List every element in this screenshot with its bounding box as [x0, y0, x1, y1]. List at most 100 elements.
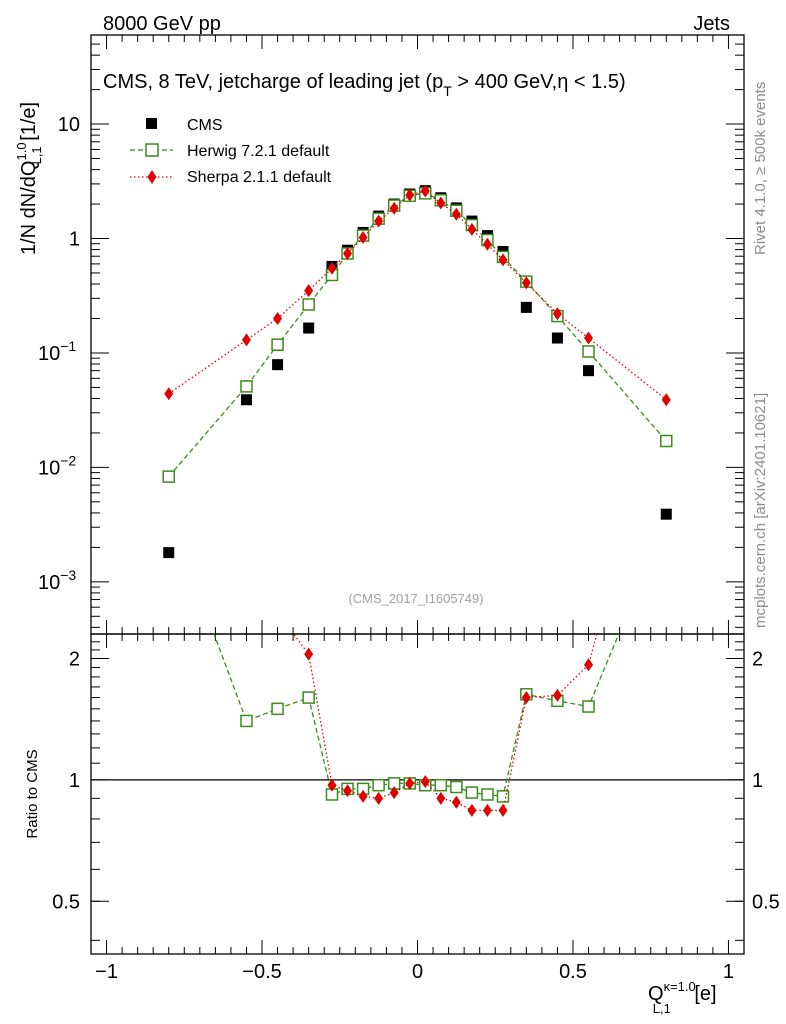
y-axis-label-sub: L,1: [29, 146, 44, 164]
sherpa-ratio-point: [273, 606, 282, 619]
cms-main-point: [303, 322, 315, 334]
analysis-tag: (CMS_2017_I1605749): [348, 591, 483, 606]
herwig-ratio-point: [163, 507, 174, 518]
y-tick-label: 10−1: [38, 338, 76, 365]
herwig-ratio-point: [465, 786, 479, 799]
sherpa-main-point: [420, 184, 430, 198]
sherpa-main-point: [374, 214, 384, 228]
cms-main-point: [272, 359, 284, 371]
y-axis-label-main: 1/N dN/dQ: [18, 161, 40, 255]
y-tick-label-base: 10: [38, 343, 60, 365]
cms-main-point: [660, 508, 672, 520]
legend: CMS Herwig 7.2.1 default Sherpa 2.1.1 de…: [130, 117, 332, 186]
sherpa-ratio-point: [584, 658, 594, 672]
sherpa-ratio-point: [482, 803, 492, 817]
sherpa-ratio-point: [436, 791, 446, 805]
herwig-ratio-point: [271, 702, 284, 716]
sherpa-ratio-point: [304, 647, 314, 661]
herwig-ratio-point: [434, 778, 448, 792]
y-tick-label: 1: [69, 228, 80, 250]
sherpa-ratio-point: [242, 564, 251, 577]
sherpa-ratio-point: [164, 217, 173, 230]
sherpa-ratio-point: [405, 776, 415, 790]
y-axis-label-sup: 1.0: [14, 142, 29, 160]
y-tick-label: 10−2: [38, 452, 76, 479]
legend-sherpa-label: Sherpa 2.1.1 default: [187, 169, 332, 186]
y-tick-label: 10: [58, 114, 80, 136]
x-tick-label: 0: [412, 961, 423, 983]
ratio-tick-label-left: 2: [69, 648, 80, 670]
ratio-axis-label: Ratio to CMS: [24, 749, 41, 838]
sherpa-main-point: [584, 331, 594, 345]
category-label: Jets: [693, 13, 730, 35]
plot-title-main: CMS, 8 TeV, jetcharge of leading jet (p: [103, 71, 443, 93]
ratio-tick-label-right: 0.5: [752, 891, 780, 913]
ratio-plot-frame: [90, 633, 745, 955]
sherpa-ratio-point: [343, 784, 353, 798]
sherpa-main-point: [241, 333, 251, 347]
ratio-tick-label-right: 2: [752, 648, 763, 670]
ratio-tick-label-right: 1: [752, 770, 763, 792]
sherpa-main-point: [327, 261, 337, 275]
herwig-ratio-line: [213, 634, 620, 798]
x-tick-label: −0.5: [242, 961, 281, 983]
x-axis-label-sub: L,1: [653, 1001, 671, 1016]
sherpa-main-point: [451, 207, 461, 221]
legend-cms-marker: [146, 118, 157, 129]
herwig-ratio-point: [496, 790, 510, 803]
herwig-ratio-point: [481, 788, 494, 801]
x-axis-label-sup: κ=1.0: [664, 979, 696, 994]
ratio-tick-label-left: 1: [69, 770, 80, 792]
legend-sherpa-marker: [147, 170, 157, 184]
sherpa-main-point: [482, 237, 492, 251]
ratio-tick-label-left: 0.5: [52, 891, 80, 913]
herwig-main-point: [582, 345, 595, 358]
plot-title: CMS, 8 TeV, jetcharge of leading jet (pT…: [103, 71, 626, 99]
sherpa-main-point: [273, 311, 283, 325]
sherpa-main-point: [436, 196, 446, 210]
legend-cms-label: CMS: [187, 117, 223, 134]
herwig-ratio-point: [372, 778, 385, 792]
x-tick-label: 0.5: [559, 961, 587, 983]
herwig-ratio-point: [450, 780, 463, 794]
mcplots-site-label: mcplots.cern.ch [arXiv:2401.10621]: [752, 393, 769, 628]
herwig-main-point: [240, 380, 253, 393]
marks-layer: [162, 184, 673, 817]
y-tick-label-exp: −2: [60, 452, 76, 468]
x-axis-label: Qκ=1.0 L,1 [e]: [648, 979, 717, 1016]
sherpa-main-point: [405, 188, 415, 202]
sherpa-main-point: [164, 387, 174, 401]
ratio-marks: [163, 217, 620, 817]
sherpa-ratio-line: [292, 634, 598, 812]
y-axis-label-unit: [1/e]: [18, 102, 40, 146]
sherpa-main-point: [661, 393, 671, 407]
plot-title-sub: T: [443, 83, 452, 99]
cms-main-point: [520, 301, 532, 313]
sherpa-main-point: [552, 307, 562, 321]
sherpa-ratio-point: [374, 791, 384, 805]
sherpa-ratio-point: [358, 789, 368, 803]
sherpa-ratio-point: [467, 803, 477, 817]
sherpa-ratio-point: [552, 688, 562, 702]
x-tick-label: 1: [723, 961, 734, 983]
sherpa-main-point: [467, 222, 477, 236]
y-tick-label: 10−3: [38, 567, 76, 594]
sherpa-main-point: [304, 284, 314, 298]
sherpa-main-point: [343, 246, 353, 260]
herwig-ratio-point: [240, 714, 253, 728]
cms-main-point: [583, 365, 595, 377]
herwig-main-line: [168, 192, 667, 478]
herwig-main-point: [162, 470, 175, 483]
x-axis-label-unit: [e]: [689, 983, 717, 1005]
sherpa-ratio-point: [327, 778, 337, 792]
cms-main-point: [163, 547, 175, 559]
sherpa-main-point: [498, 253, 508, 267]
main-marks: [162, 184, 673, 559]
sherpa-ratio-point: [451, 795, 461, 809]
energy-label: 8000 GeV pp: [103, 13, 221, 35]
sherpa-main-point: [521, 276, 531, 290]
plot-title-rest: > 400 GeV,η < 1.5): [452, 71, 626, 93]
herwig-main-point: [302, 298, 315, 311]
